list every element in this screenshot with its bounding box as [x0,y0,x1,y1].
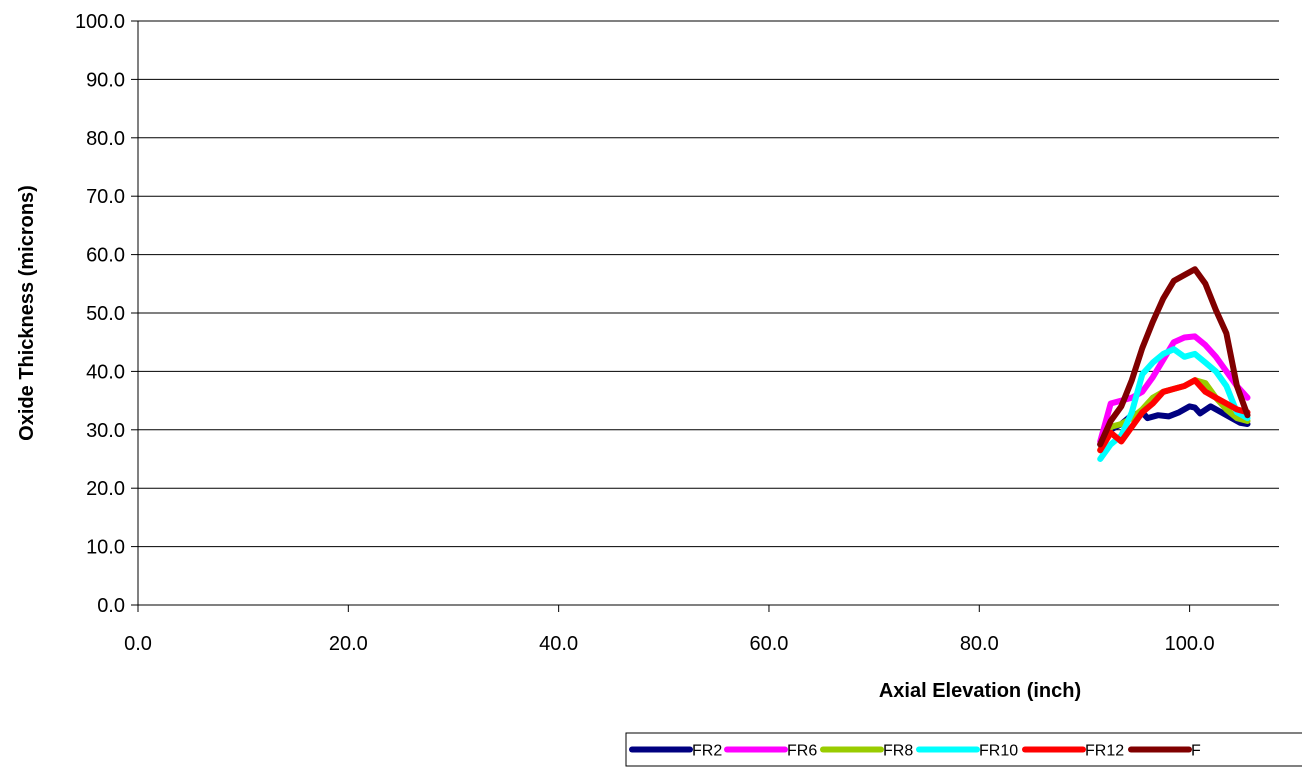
x-tick-label: 60.0 [749,633,788,655]
x-tick-label: 80.0 [960,633,999,655]
y-tick-label: 50.0 [86,303,125,325]
legend-label-fr12: FR12 [1085,743,1124,760]
series-lines [1097,266,1251,462]
y-tick-label: 60.0 [86,245,125,267]
series-line-fr10 [1097,346,1251,462]
grid-lines [138,20,1279,548]
y-tick-label: 80.0 [86,128,125,150]
legend-label-f: F [1191,743,1201,760]
x-tick-label: 20.0 [329,633,368,655]
series-line-f [1097,266,1251,448]
x-axis-title: Axial Elevation (inch) [879,680,1081,702]
y-axis-title: Oxide Thickness (microns) [16,185,38,441]
y-tick-label: 40.0 [86,361,125,383]
y-tick-labels: 0.0 10.0 20.0 30.0 40.0 50.0 60.0 70.0 80.0 90.0 1… [75,11,125,617]
legend-label-fr10: FR10 [979,743,1018,760]
x-tick-labels: 0.0 20.0 40.0 60.0 80.0 100.0 [124,633,1215,655]
legend-label-fr2: FR2 [692,743,722,760]
y-tick-label: 90.0 [86,69,125,91]
legend: FR2 FR6 FR8 FR10 FR12 F [625,732,1302,767]
series-line-fr12 [1097,377,1251,454]
y-tick-label: 100.0 [75,11,125,33]
x-tick-label: 0.0 [124,633,152,655]
y-tick-label: 20.0 [86,478,125,500]
y-tick-label: 0.0 [97,595,125,617]
y-tick-label: 30.0 [86,420,125,442]
y-tick-label: 10.0 [86,537,125,559]
x-tick-label: 100.0 [1165,633,1215,655]
legend-label-fr8: FR8 [883,743,913,760]
legend-label-fr6: FR6 [787,743,817,760]
x-tick-label: 40.0 [539,633,578,655]
axes [131,20,1279,612]
y-tick-label: 70.0 [86,186,125,208]
